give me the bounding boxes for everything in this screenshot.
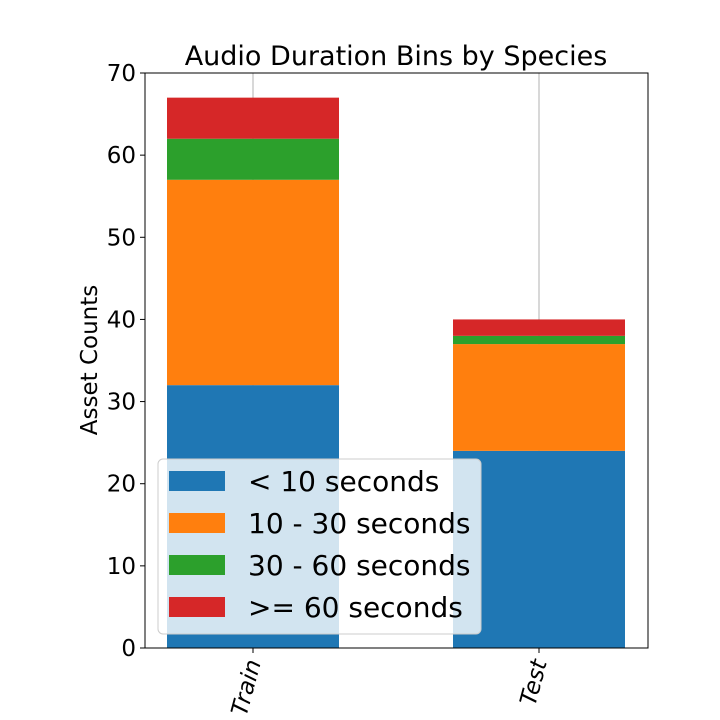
- plot-frame: [144, 72, 649, 649]
- bar-test-series-0: [453, 450, 625, 648]
- y-tick-label: 30: [107, 390, 136, 416]
- bar-test-series-3: [453, 319, 625, 336]
- legend-swatch: [169, 513, 225, 533]
- y-tick-label: 50: [107, 225, 136, 251]
- legend-label: < 10 seconds: [248, 465, 439, 498]
- legend-swatch: [169, 597, 225, 617]
- y-tick-label: 20: [107, 472, 136, 498]
- y-tick-label: 0: [121, 636, 136, 662]
- chart-title: Audio Duration Bins by Species: [185, 41, 608, 72]
- y-tick-label: 10: [107, 554, 136, 580]
- legend-box: [157, 458, 482, 635]
- y-axis: 0 10 20 30 40 50 60 70: [107, 61, 145, 662]
- bar-test-series-2: [453, 335, 625, 345]
- bar-train-series-2: [167, 138, 339, 180]
- legend: < 10 seconds 10 - 30 seconds 30 - 60 secon…: [157, 458, 482, 635]
- bar-test-series-1: [453, 344, 625, 451]
- legend-label: 30 - 60 seconds: [248, 549, 471, 582]
- y-tick-label: 40: [107, 307, 136, 333]
- y-tick-label: 70: [107, 61, 136, 87]
- bar-train-series-3: [167, 97, 339, 139]
- legend-swatch: [169, 555, 225, 575]
- bar-train-series-1: [167, 179, 339, 386]
- y-tick-label: 60: [107, 143, 136, 169]
- legend-swatch: [169, 471, 225, 491]
- legend-label: 10 - 30 seconds: [248, 507, 471, 540]
- y-axis-label: Asset Counts: [77, 285, 103, 435]
- legend-label: >= 60 seconds: [248, 591, 463, 624]
